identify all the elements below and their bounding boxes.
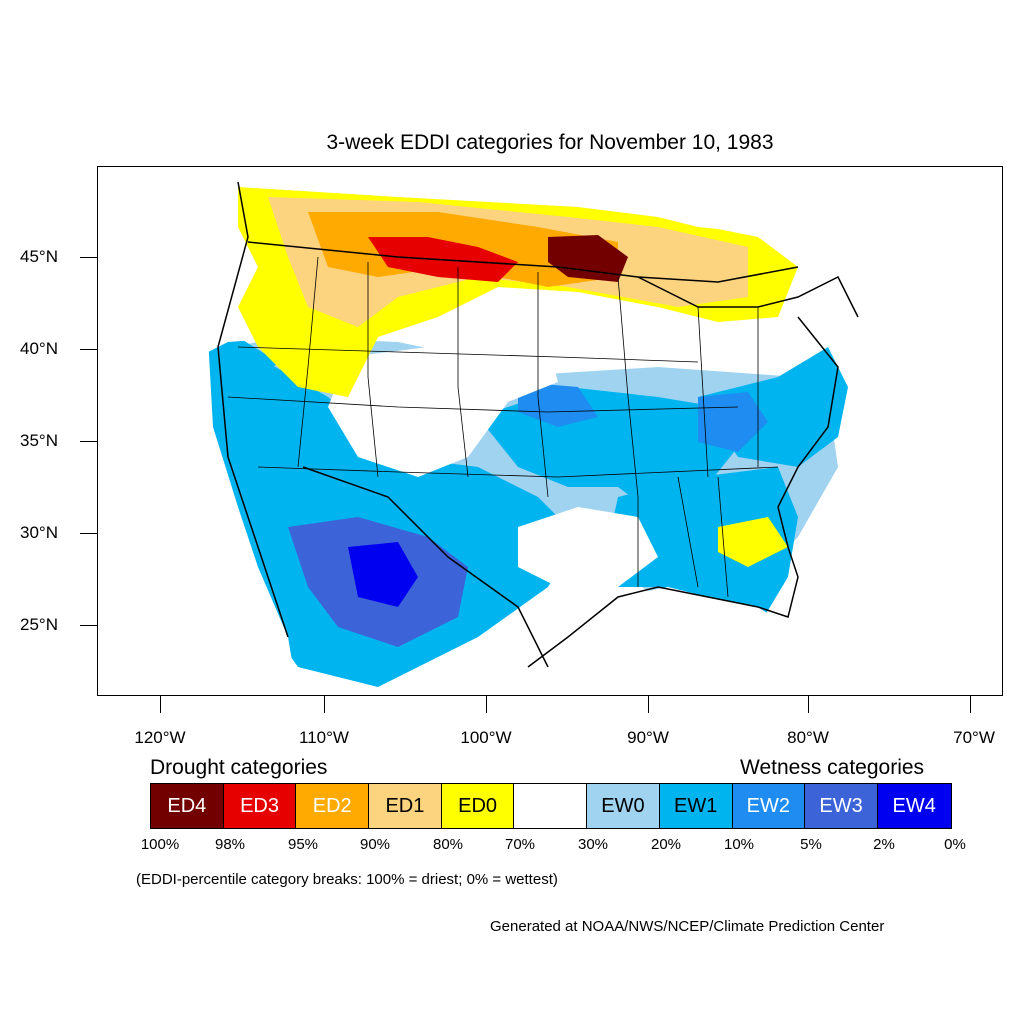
- lat-tick-25: [80, 625, 97, 626]
- region-normal-plains: [328, 342, 558, 477]
- legend-ed4: ED4: [151, 784, 224, 828]
- lat-label-30: 30°N: [20, 523, 58, 542]
- region-ew4-southwest: [348, 542, 418, 607]
- break-30: 30%: [577, 836, 609, 853]
- region-ew1-southwest: [193, 357, 578, 687]
- ocean-pacific: [98, 167, 298, 695]
- legend-ed3: ED3: [223, 784, 297, 828]
- lat-tick-30: [80, 533, 97, 534]
- break-2: 2%: [873, 836, 895, 853]
- credit-line: Generated at NOAA/NWS/NCEP/Climate Predi…: [490, 918, 885, 935]
- break-20: 20%: [650, 836, 682, 853]
- eddi-map: [98, 167, 1002, 695]
- break-90: 90%: [359, 836, 391, 853]
- region-ed4-north: [548, 235, 628, 282]
- ocean-gulf: [519, 587, 798, 695]
- lat-label-45: 45°N: [20, 247, 58, 266]
- legend-ew1: EW1: [659, 784, 733, 828]
- break-80: 80%: [432, 836, 464, 853]
- region-ed0-carolinas: [718, 517, 788, 567]
- region-normal-south: [518, 507, 658, 587]
- lon-tick-110: [324, 696, 325, 713]
- break-98: 98%: [214, 836, 246, 853]
- break-70: 70%: [504, 836, 536, 853]
- break-0: 0%: [944, 836, 966, 853]
- lon-label-70: 70°W: [953, 728, 995, 747]
- legend-ew2: EW2: [732, 784, 806, 828]
- lon-tick-90: [648, 696, 649, 713]
- drought-heading: Drought categories: [150, 756, 328, 779]
- ocean-atlantic: [788, 247, 1002, 695]
- region-normal-northern: [458, 277, 598, 352]
- lon-tick-120: [160, 696, 161, 713]
- break-100: 100%: [140, 836, 180, 853]
- category-note: (EDDI-percentile category breaks: 100% =…: [136, 871, 558, 888]
- lat-label-40: 40°N: [20, 339, 58, 358]
- ocean-canada: [238, 167, 1002, 267]
- break-95: 95%: [287, 836, 319, 853]
- legend-ed1: ED1: [369, 784, 442, 828]
- lat-label-35: 35°N: [20, 431, 58, 450]
- lon-tick-100: [486, 696, 487, 713]
- region-ew2-ohio: [698, 392, 768, 452]
- lat-tick-40: [80, 349, 97, 350]
- lon-label-110: 110°W: [299, 728, 349, 747]
- break-5: 5%: [800, 836, 822, 853]
- break-10: 10%: [723, 836, 755, 853]
- legend-ew3: EW3: [805, 784, 878, 828]
- lon-label-90: 90°W: [627, 728, 669, 747]
- lon-tick-80: [808, 696, 809, 713]
- lon-label-80: 80°W: [787, 728, 829, 747]
- map-title: 3-week EDDI categories for November 10, …: [326, 131, 774, 154]
- lat-tick-35: [80, 441, 97, 442]
- lon-tick-70: [970, 696, 971, 713]
- lon-label-120: 120°W: [134, 728, 186, 747]
- wetness-heading: Wetness categories: [740, 756, 925, 779]
- category-legend: ED4 ED3 ED2 ED1 ED0 EW0 EW1 EW2 EW3 EW4: [150, 783, 952, 829]
- legend-normal: [514, 784, 588, 828]
- lat-label-25: 25°N: [20, 615, 58, 634]
- map-panel: [97, 166, 1003, 696]
- lon-label-100: 100°W: [460, 728, 512, 747]
- region-ew1-southeast: [598, 467, 798, 627]
- lat-tick-45: [80, 257, 97, 258]
- boundary-lines: [217, 181, 859, 668]
- legend-ed2: ED2: [296, 784, 370, 828]
- legend-ew4: EW4: [877, 784, 951, 828]
- state-lines: [227, 256, 779, 598]
- legend-ed0: ED0: [441, 784, 515, 828]
- legend-ew0: EW0: [587, 784, 660, 828]
